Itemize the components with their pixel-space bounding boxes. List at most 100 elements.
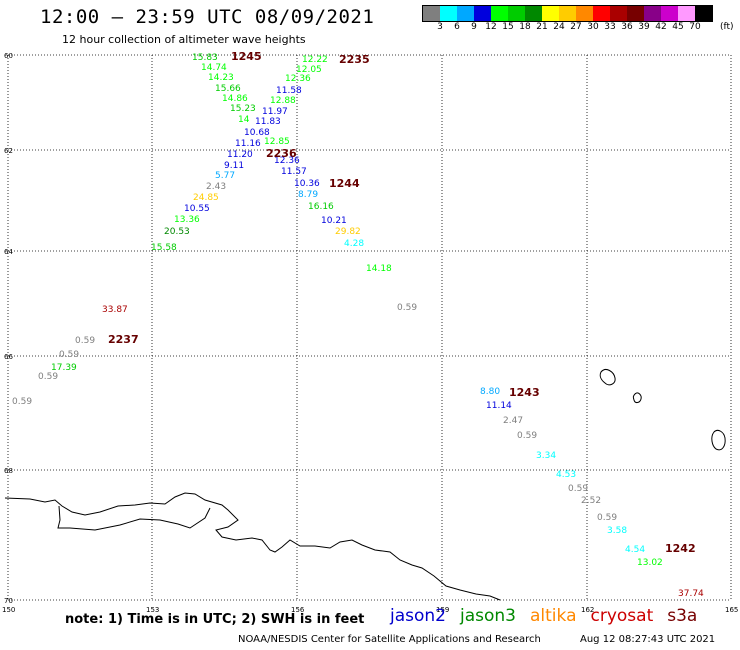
wave-height-label: 33.87 (102, 305, 128, 315)
colorbar-swatch (508, 6, 525, 21)
legend-altika: altika (530, 606, 577, 626)
wave-height-label: 0.59 (597, 513, 617, 523)
wave-height-label: 2.52 (581, 496, 601, 506)
legend-cryosat: cryosat (590, 606, 654, 626)
wave-height-label: 12.88 (270, 96, 296, 106)
pass-time-label: 2237 (108, 333, 139, 346)
colorbar-swatch (474, 6, 491, 21)
wave-height-label: 11.83 (255, 117, 281, 127)
colorbar-swatch (627, 6, 644, 21)
wave-height-label: 8.80 (480, 387, 500, 397)
colorbar-swatch (542, 6, 559, 21)
legend-jason3: jason3 (460, 606, 516, 626)
wave-height-label: 0.59 (517, 431, 537, 441)
credit-line: NOAA/NESDIS Center for Satellite Applica… (238, 634, 541, 645)
wave-height-label: 5.77 (215, 171, 235, 181)
colorbar-tick-label: 21 (536, 22, 548, 32)
latitude-tick-label: 68 (4, 467, 13, 475)
longitude-tick-label: 150 (2, 606, 15, 614)
wave-height-label: 6.82 (0, 0, 20, 3)
wave-height-label: 0.59 (38, 372, 58, 382)
colorbar (422, 5, 713, 22)
colorbar-unit: (ft) (720, 22, 734, 32)
satellite-legend: jason2 jason3 altika cryosat s3a (390, 606, 697, 626)
wave-height-label: 11.97 (262, 107, 288, 117)
wave-height-label: 13.36 (174, 215, 200, 225)
colorbar-swatch (576, 6, 593, 21)
pass-time-label: 2235 (339, 53, 370, 66)
pass-time-label: 1243 (509, 386, 540, 399)
graticule (7, 54, 732, 601)
wave-height-label: 0.59 (568, 484, 588, 494)
colorbar-swatch (559, 6, 576, 21)
colorbar-tick-label: 9 (471, 22, 477, 32)
colorbar-swatch (440, 6, 457, 21)
longitude-tick-label: 156 (291, 606, 305, 614)
longitude-tick-label: 165 (725, 606, 738, 614)
colorbar-tick-label: 24 (553, 22, 565, 32)
latitude-tick-label: 70 (4, 597, 13, 605)
wave-height-label: 10.55 (184, 204, 210, 214)
coastline-mainland (4, 492, 501, 601)
wave-height-label: 12.22 (302, 55, 328, 65)
wave-height-label: 12.36 (274, 156, 300, 166)
wave-height-label: 11.58 (276, 86, 302, 96)
colorbar-tick-label: 39 (638, 22, 650, 32)
colorbar-tick-label: 3 (437, 22, 443, 32)
wave-height-label: 0.59 (397, 303, 417, 313)
wave-height-label: 37.74 (678, 589, 704, 599)
map-title: 12:00 – 23:59 UTC 08/09/2021 (40, 6, 375, 28)
map-subtitle: 12 hour collection of altimeter wave hei… (62, 33, 306, 46)
latitude-tick-label: 62 (4, 147, 13, 155)
wave-height-label: 15.23 (230, 104, 256, 114)
wave-height-label: 15.66 (215, 84, 241, 94)
wave-height-label: 3.34 (536, 451, 556, 461)
wave-height-label: 10.68 (244, 128, 270, 138)
wave-height-label: 4.28 (344, 239, 364, 249)
colorbar-tick-label: 6 (454, 22, 460, 32)
legend-s3a: s3a (667, 606, 698, 626)
latitude-tick-label: 60 (4, 52, 13, 60)
colorbar-swatch (491, 6, 508, 21)
wave-height-label: 13.02 (637, 558, 663, 568)
wave-height-label: 3.58 (607, 526, 627, 536)
colorbar-tick-label: 27 (570, 22, 582, 32)
wave-height-label: 29.82 (335, 227, 361, 237)
wave-height-label: 10.21 (321, 216, 347, 226)
colorbar-swatch (525, 6, 542, 21)
pass-time-labels: 1245 2235 1244 2236 2237 1243 1242 (108, 50, 696, 555)
colorbar-tick-label: 15 (502, 22, 514, 32)
wave-height-label: 14.23 (208, 73, 234, 83)
colorbar-swatch (457, 6, 474, 21)
wave-height-label: 11.57 (281, 167, 307, 177)
colorbar-tick-label: 70 (689, 22, 701, 32)
island-3 (711, 429, 726, 451)
wave-height-label: 14.18 (366, 264, 392, 274)
wave-height-label: 17.39 (51, 363, 77, 373)
wave-height-label: 12.85 (264, 137, 290, 147)
pass-time-label: 2236 (266, 147, 297, 160)
wave-height-label: 24.85 (193, 193, 219, 203)
coastline-inlet (57, 505, 211, 531)
colorbar-swatch (661, 6, 678, 21)
wave-height-label: 15.83 (192, 53, 218, 63)
footnote: note: 1) Time is in UTC; 2) SWH is in fe… (65, 612, 365, 627)
wave-height-label: 16.16 (308, 202, 334, 212)
island-1 (599, 369, 616, 386)
wave-height-label: 0.59 (12, 397, 32, 407)
wave-height-label: 11.20 (227, 150, 253, 160)
wave-height-label: 2.47 (503, 416, 523, 426)
colorbar-tick-label: 30 (587, 22, 599, 32)
wave-height-label: 11.16 (235, 139, 261, 149)
wave-height-label: 0.59 (59, 350, 79, 360)
latitude-tick-label: 66 (4, 353, 13, 361)
colorbar-swatch (593, 6, 610, 21)
colorbar-tick-label: 18 (519, 22, 531, 32)
colorbar-tick-label: 12 (485, 22, 497, 32)
wave-height-label: 10.36 (294, 179, 320, 189)
legend-jason2: jason2 (390, 606, 446, 626)
wave-height-label: 4.53 (556, 470, 576, 480)
island-2 (632, 392, 642, 403)
